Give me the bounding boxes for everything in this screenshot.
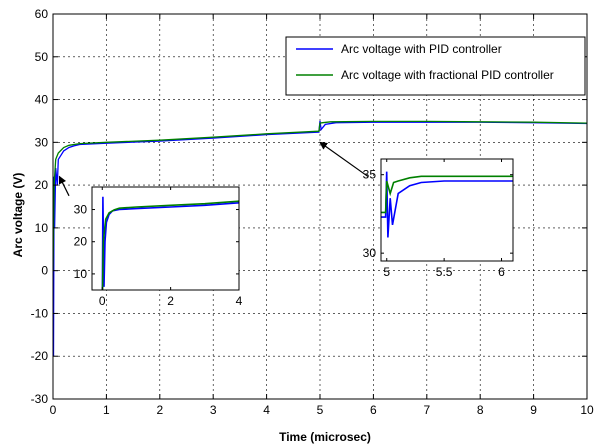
- main-y-tick-label: 0: [41, 264, 48, 278]
- main-series-pid: [53, 120, 587, 357]
- inset-right-x-tick-label: 5: [383, 265, 390, 279]
- main-x-tick-label: 0: [50, 403, 57, 417]
- legend-label-pid: Arc voltage with PID controller: [341, 42, 502, 56]
- inset-left-y-tick-label: 10: [74, 267, 88, 281]
- inset-left-frame: [91, 186, 240, 291]
- main-x-tick-label: 3: [210, 403, 217, 417]
- main-series-fractional-pid: [53, 120, 587, 271]
- main-x-tick-label: 10: [580, 403, 594, 417]
- main-x-tick-label: 4: [263, 403, 270, 417]
- inset-right-y-tick-label: 30: [363, 246, 377, 260]
- inset-right-series-fractional-pid: [381, 175, 513, 214]
- main-x-tick-label: 1: [103, 403, 110, 417]
- y-axis-label: Arc voltage (V): [11, 173, 25, 258]
- inset-right-y-tick-label: 35: [363, 168, 377, 182]
- inset-left-x-tick-label: 0: [99, 294, 106, 308]
- inset-left: 0 2 4 10 20 30: [74, 186, 243, 308]
- inset-left-y-tick-label: 20: [74, 235, 88, 249]
- main-y-tick-label: 30: [35, 135, 49, 149]
- legend-label-fpid: Arc voltage with fractional PID controll…: [341, 68, 554, 82]
- inset-left-x-tick-label: 4: [236, 294, 243, 308]
- annotation-arrow-2: [319, 141, 369, 178]
- inset-right-x-tick-label: 5.5: [436, 265, 453, 279]
- main-x-tick-label: 7: [423, 403, 430, 417]
- inset-left-y-tick-label: 30: [74, 203, 88, 217]
- inset-right: 5 5.5 6 30 35: [363, 158, 514, 279]
- legend-box: [285, 36, 586, 96]
- main-y-tick-label: -30: [31, 392, 49, 406]
- main-x-tick-label: 9: [530, 403, 537, 417]
- main-y-tick-label: 40: [35, 93, 49, 107]
- main-x-tick-label: 2: [156, 403, 163, 417]
- main-y-tick-label: -10: [31, 306, 49, 320]
- inset-right-series-pid: [381, 171, 513, 238]
- inset-right-plot-area: [381, 159, 513, 261]
- inset-right-x-tick-label: 6: [498, 265, 505, 279]
- main-y-tick-label: 10: [35, 221, 49, 235]
- main-x-tick-label: 5: [317, 403, 324, 417]
- inset-right-frame: [380, 158, 514, 262]
- inset-left-x-tick-label: 2: [167, 294, 174, 308]
- main-y-tick-label: 50: [35, 50, 49, 64]
- main-y-tick-label: -20: [31, 349, 49, 363]
- legend: Arc voltage with PID controller Arc volt…: [285, 36, 586, 96]
- x-axis-label: Time (microsec): [279, 430, 371, 444]
- main-x-tick-label: 6: [370, 403, 377, 417]
- main-y-tick-label: 20: [35, 178, 49, 192]
- main-y-tick-label: 60: [35, 7, 49, 21]
- main-x-tick-label: 8: [477, 403, 484, 417]
- annotation-arrow-1: [58, 175, 70, 197]
- inset-left-series-fractional-pid: [101, 200, 239, 290]
